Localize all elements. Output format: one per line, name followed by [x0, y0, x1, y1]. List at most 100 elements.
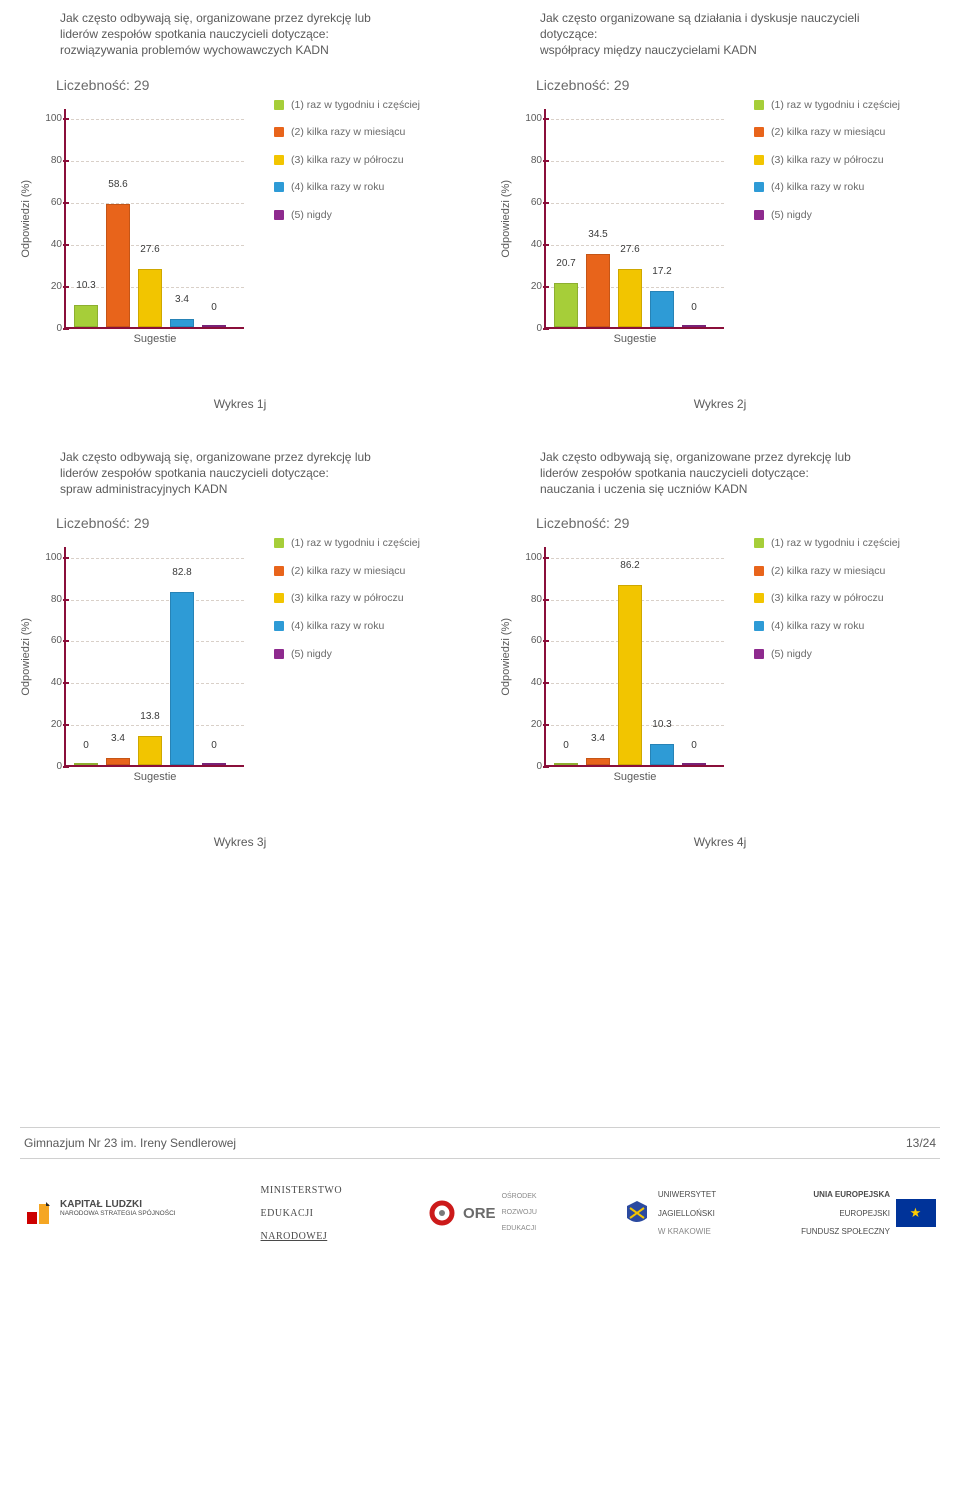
y-tick-label: 80: [518, 594, 542, 605]
legend-item: (1) raz w tygodniu i częściej: [274, 99, 444, 113]
y-tick-label: 0: [38, 323, 62, 334]
bar-value-label: 0: [192, 302, 236, 313]
bar-value-label: 34.5: [576, 229, 620, 240]
chart-title: Jak często odbywają się, organizowane pr…: [60, 449, 400, 498]
bar: [202, 763, 226, 765]
x-axis-label: Sugestie: [546, 771, 724, 783]
bar: [74, 305, 98, 327]
x-axis-label: Sugestie: [546, 333, 724, 345]
chart-panel-c2: Jak często organizowane są działania i d…: [500, 10, 940, 429]
y-tick-label: 60: [518, 635, 542, 646]
chart-title: Jak często odbywają się, organizowane pr…: [540, 449, 880, 498]
legend-swatch: [754, 621, 764, 631]
legend-label: (5) nigdy: [771, 648, 812, 662]
legend-label: (5) nigdy: [291, 648, 332, 662]
y-tick-label: 20: [518, 281, 542, 292]
logo-eu: UNIA EUROPEJSKA EUROPEJSKI FUNDUSZ SPOŁE…: [801, 1181, 936, 1245]
y-tick-label: 40: [38, 239, 62, 250]
y-axis-label: Odpowiedzi (%): [500, 180, 512, 258]
y-tick-label: 0: [518, 323, 542, 334]
y-tick-label: 60: [518, 197, 542, 208]
chart-title: Jak często odbywają się, organizowane pr…: [60, 10, 400, 59]
bar: [170, 319, 194, 326]
legend-item: (4) kilka razy w roku: [754, 181, 924, 195]
legend-swatch: [274, 127, 284, 137]
chart-title: Jak często organizowane są działania i d…: [540, 10, 880, 59]
bar: [170, 592, 194, 765]
chart-panel-c3: Jak często odbywają się, organizowane pr…: [20, 449, 460, 868]
bar-value-label: 58.6: [96, 179, 140, 190]
legend-label: (4) kilka razy w roku: [771, 620, 864, 634]
bar-value-label: 10.3: [64, 280, 108, 291]
legend-item: (2) kilka razy w miesiącu: [274, 126, 444, 140]
bar: [586, 758, 610, 765]
legend-swatch: [754, 100, 764, 110]
y-axis-label: Odpowiedzi (%): [20, 180, 32, 258]
y-axis-label: Odpowiedzi (%): [20, 618, 32, 696]
bar: [682, 325, 706, 327]
legend: (1) raz w tygodniu i częściej(2) kilka r…: [754, 537, 924, 675]
bar-value-label: 82.8: [160, 567, 204, 578]
y-tick-label: 100: [38, 113, 62, 124]
legend-item: (5) nigdy: [274, 209, 444, 223]
legend-item: (5) nigdy: [754, 209, 924, 223]
legend-label: (1) raz w tygodniu i częściej: [291, 537, 420, 551]
logo-ore: ORE OŚRODEK ROZWOJU EDUKACJI: [427, 1185, 537, 1241]
bar: [618, 585, 642, 766]
legend-label: (1) raz w tygodniu i częściej: [291, 99, 420, 113]
legend-label: (4) kilka razy w roku: [291, 620, 384, 634]
bar: [202, 325, 226, 327]
legend-swatch: [274, 593, 284, 603]
chart-caption: Wykres 2j: [500, 397, 940, 411]
bar-chart: 02040608010003.413.882.80Sugestie: [36, 537, 266, 797]
legend-item: (3) kilka razy w półroczu: [274, 592, 444, 606]
legend-swatch: [754, 127, 764, 137]
chart-caption: Wykres 4j: [500, 835, 940, 849]
y-tick-label: 60: [38, 197, 62, 208]
bar-value-label: 27.6: [128, 244, 172, 255]
eu-flag-icon: ★: [896, 1199, 936, 1227]
logo-uj: UNIWERSYTET JAGIELLOŃSKI W KRAKOWIE: [622, 1181, 716, 1245]
bar-value-label: 0: [192, 740, 236, 751]
legend-label: (2) kilka razy w miesiącu: [291, 565, 405, 579]
legend-label: (3) kilka razy w półroczu: [291, 154, 404, 168]
legend-label: (1) raz w tygodniu i częściej: [771, 537, 900, 551]
legend-item: (2) kilka razy w miesiącu: [274, 565, 444, 579]
y-tick: [543, 328, 549, 330]
y-tick-label: 0: [38, 761, 62, 772]
bar-value-label: 17.2: [640, 266, 684, 277]
plot-area: 02040608010003.486.210.30Sugestie: [544, 547, 724, 767]
y-tick-label: 20: [518, 719, 542, 730]
bar-value-label: 86.2: [608, 560, 652, 571]
legend-label: (4) kilka razy w roku: [771, 181, 864, 195]
bar: [682, 763, 706, 765]
legend-item: (3) kilka razy w półroczu: [754, 592, 924, 606]
bar-value-label: 20.7: [544, 258, 588, 269]
legend-item: (2) kilka razy w miesiącu: [754, 126, 924, 140]
bar-value-label: 10.3: [640, 719, 684, 730]
y-tick-label: 60: [38, 635, 62, 646]
bar-value-label: 0: [672, 740, 716, 751]
bar-chart: 02040608010010.358.627.63.40Sugestie: [36, 99, 266, 359]
legend-swatch: [754, 593, 764, 603]
y-tick: [63, 766, 69, 768]
chart-caption: Wykres 1j: [20, 397, 460, 411]
bar-value-label: 3.4: [96, 733, 140, 744]
y-tick: [543, 766, 549, 768]
legend-item: (1) raz w tygodniu i częściej: [754, 99, 924, 113]
bar: [554, 283, 578, 326]
legend-swatch: [274, 155, 284, 165]
legend-label: (3) kilka razy w półroczu: [291, 592, 404, 606]
plot-area: 02040608010020.734.527.617.20Sugestie: [544, 109, 724, 329]
legend-swatch: [274, 566, 284, 576]
chart-panel-c1: Jak często odbywają się, organizowane pr…: [20, 10, 460, 429]
legend-label: (2) kilka razy w miesiącu: [771, 126, 885, 140]
legend-item: (5) nigdy: [754, 648, 924, 662]
plot-area: 02040608010010.358.627.63.40Sugestie: [64, 109, 244, 329]
legend-label: (2) kilka razy w miesiącu: [291, 126, 405, 140]
bar-chart: 02040608010020.734.527.617.20Sugestie: [516, 99, 746, 359]
legend-swatch: [754, 538, 764, 548]
bar: [106, 758, 130, 765]
y-axis-label: Odpowiedzi (%): [500, 618, 512, 696]
y-tick-label: 100: [38, 552, 62, 563]
